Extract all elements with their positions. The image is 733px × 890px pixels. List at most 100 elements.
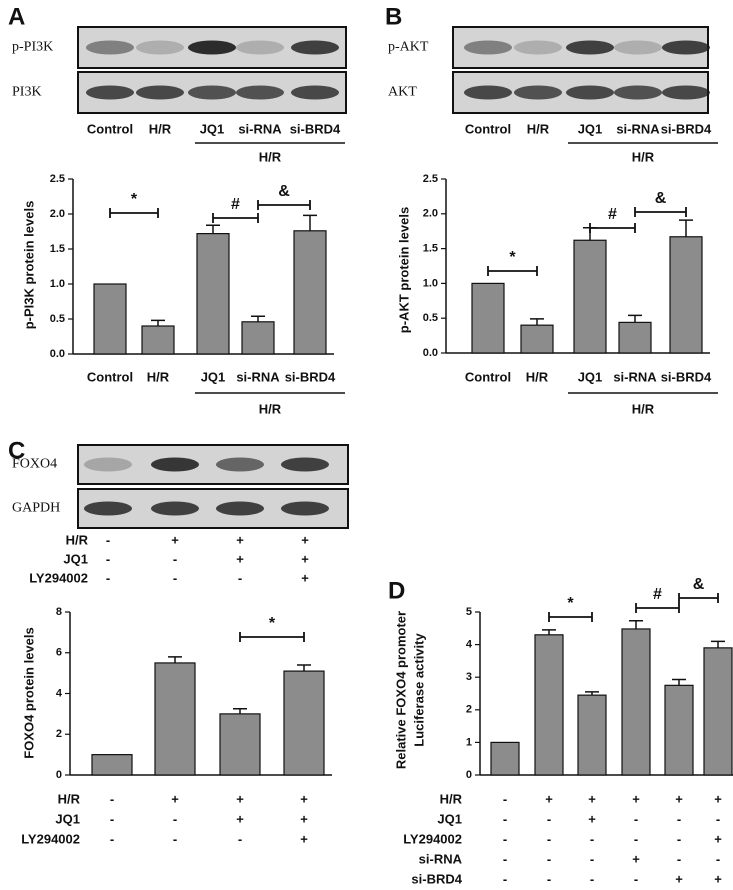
error-bar (711, 640, 725, 648)
condition-name: JQ1 (63, 551, 88, 566)
condition-name: si-BRD4 (411, 871, 462, 886)
bar (577, 694, 607, 776)
lane-label: Control (465, 121, 511, 136)
significance-bracket (548, 612, 593, 622)
condition-sign: + (300, 811, 308, 826)
y-tick-label: 2 (466, 704, 472, 716)
y-tick-label: 2.0 (423, 208, 438, 220)
significance-bracket (589, 223, 636, 233)
condition-name: LY294002 (403, 831, 462, 846)
y-tick-label: 1.0 (423, 277, 438, 289)
condition-sign: - (716, 851, 720, 866)
condition-sign: - (634, 871, 638, 886)
condition-sign: - (110, 831, 114, 846)
blot-band (188, 85, 236, 100)
y-tick-label: 2.0 (50, 208, 65, 220)
condition-name: JQ1 (437, 811, 462, 826)
group-label: H/R (259, 149, 282, 164)
significance-label: # (608, 206, 617, 223)
condition-sign: - (106, 570, 110, 585)
condition-sign: - (503, 871, 507, 886)
lane-label: si-RNA (238, 121, 282, 136)
blot-band (151, 457, 199, 472)
condition-sign: - (173, 551, 177, 566)
condition-name: JQ1 (55, 811, 80, 826)
significance-label: * (269, 615, 276, 632)
condition-sign: + (301, 570, 309, 585)
blot-band (84, 457, 132, 472)
condition-sign: - (590, 851, 594, 866)
blot-label: p-AKT (388, 40, 429, 55)
condition-sign: - (238, 831, 242, 846)
condition-sign: + (545, 791, 553, 806)
y-tick-label: 1 (466, 736, 472, 748)
y-tick-label: 2.5 (423, 173, 438, 185)
blot-band (216, 457, 264, 472)
condition-name: si-RNA (419, 851, 463, 866)
x-tick-label: H/R (147, 369, 170, 384)
lane-label: H/R (149, 121, 172, 136)
blot-label: p-PI3K (12, 40, 53, 55)
condition-sign: - (547, 871, 551, 886)
y-axis-label: p-PI3K protein levels (21, 201, 36, 330)
error-bar (542, 629, 556, 635)
condition-sign: - (677, 811, 681, 826)
y-tick-label: 1.0 (50, 278, 65, 290)
blot-band (464, 40, 512, 55)
condition-sign: - (503, 811, 507, 826)
blot-band (136, 40, 184, 55)
lane-label: Control (87, 121, 133, 136)
condition-sign: + (714, 871, 722, 886)
condition-sign: - (503, 851, 507, 866)
condition-sign: - (106, 532, 110, 547)
condition-sign: + (588, 791, 596, 806)
significance-label: & (278, 183, 290, 200)
blot-band (566, 40, 614, 55)
lane-label: H/R (527, 121, 550, 136)
condition-sign: - (677, 831, 681, 846)
error-bar (530, 318, 544, 326)
bar (618, 321, 652, 354)
y-tick-label: 0.0 (423, 347, 438, 359)
x-tick-label: Control (87, 369, 133, 384)
x-tick-label: JQ1 (578, 369, 603, 384)
error-bar (679, 219, 693, 237)
condition-sign: - (634, 811, 638, 826)
panel-letter: B (385, 3, 402, 30)
lane-label: si-RNA (616, 121, 660, 136)
y-tick-label: 4 (466, 639, 473, 651)
condition-sign: - (503, 831, 507, 846)
blot-label: AKT (388, 85, 417, 100)
significance-label: * (567, 595, 574, 612)
blot-band (136, 85, 184, 100)
blot-band (188, 40, 236, 55)
blot-band (216, 501, 264, 516)
condition-name: H/R (58, 791, 81, 806)
blot-band (291, 40, 339, 55)
y-axis-label: Luciferase activity (411, 633, 426, 747)
bar (490, 741, 520, 776)
x-tick-label: H/R (526, 369, 549, 384)
y-tick-label: 0.5 (50, 313, 65, 325)
lane-label: si-BRD4 (290, 121, 341, 136)
y-tick-label: 2.5 (50, 173, 65, 185)
bar (520, 324, 554, 354)
y-tick-label: 4 (56, 687, 63, 699)
error-bar (168, 656, 182, 663)
lane-label: JQ1 (200, 121, 225, 136)
y-tick-label: 6 (56, 647, 62, 659)
y-tick-label: 0 (466, 769, 472, 781)
bar (154, 662, 196, 776)
condition-sign: - (173, 811, 177, 826)
bar (471, 282, 505, 354)
condition-sign: - (238, 570, 242, 585)
condition-sign: + (236, 532, 244, 547)
group-label: H/R (632, 149, 655, 164)
bar (664, 684, 694, 776)
significance-label: & (655, 190, 667, 207)
significance-bracket (678, 593, 719, 603)
condition-name: LY294002 (29, 570, 88, 585)
error-bar (297, 664, 311, 672)
bar (93, 283, 127, 355)
condition-sign: + (300, 791, 308, 806)
